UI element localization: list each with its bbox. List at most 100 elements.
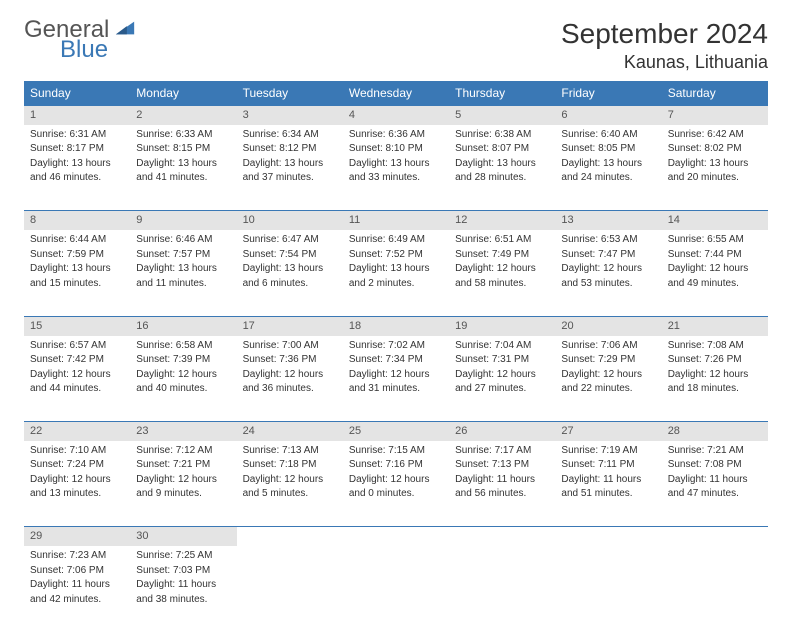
title-block: September 2024 Kaunas, Lithuania xyxy=(561,18,768,73)
day-info-line: and 44 minutes. xyxy=(30,382,124,396)
day-info-line: Sunset: 8:05 PM xyxy=(561,142,655,156)
location: Kaunas, Lithuania xyxy=(561,52,768,73)
header: General Blue September 2024 Kaunas, Lith… xyxy=(24,18,768,73)
day-info-line: Sunrise: 6:36 AM xyxy=(349,128,443,142)
day-info-line: and 18 minutes. xyxy=(668,382,762,396)
day-info-line: Sunrise: 6:42 AM xyxy=(668,128,762,142)
day-number-cell: 28 xyxy=(662,422,768,441)
day-body-cell: Sunrise: 7:06 AMSunset: 7:29 PMDaylight:… xyxy=(555,336,661,422)
day-number-cell: 20 xyxy=(555,316,661,335)
day-info-line: Sunrise: 7:06 AM xyxy=(561,339,655,353)
day-body-cell: Sunrise: 7:12 AMSunset: 7:21 PMDaylight:… xyxy=(130,441,236,527)
day-info-line: Daylight: 11 hours xyxy=(668,473,762,487)
day-info-line: Daylight: 13 hours xyxy=(561,157,655,171)
week-body-row: Sunrise: 6:44 AMSunset: 7:59 PMDaylight:… xyxy=(24,230,768,316)
day-info-line: Daylight: 12 hours xyxy=(561,368,655,382)
day-info-line: Sunset: 7:13 PM xyxy=(455,458,549,472)
day-info-line: Sunrise: 6:38 AM xyxy=(455,128,549,142)
day-body-cell: Sunrise: 6:36 AMSunset: 8:10 PMDaylight:… xyxy=(343,125,449,211)
day-info-line: Sunset: 7:54 PM xyxy=(243,248,337,262)
day-body-cell: Sunrise: 7:21 AMSunset: 7:08 PMDaylight:… xyxy=(662,441,768,527)
day-info-line: Sunrise: 7:15 AM xyxy=(349,444,443,458)
day-number-cell xyxy=(237,527,343,546)
day-info-line: Daylight: 11 hours xyxy=(561,473,655,487)
day-body-cell: Sunrise: 6:49 AMSunset: 7:52 PMDaylight:… xyxy=(343,230,449,316)
day-body-cell: Sunrise: 6:53 AMSunset: 7:47 PMDaylight:… xyxy=(555,230,661,316)
logo-text: General Blue xyxy=(24,18,136,62)
day-number-cell xyxy=(662,527,768,546)
week-daynum-row: 891011121314 xyxy=(24,211,768,230)
day-number-cell: 23 xyxy=(130,422,236,441)
day-info-line: Daylight: 13 hours xyxy=(243,262,337,276)
day-info-line: Daylight: 11 hours xyxy=(136,578,230,592)
day-info-line: Sunrise: 6:40 AM xyxy=(561,128,655,142)
day-info-line: and 5 minutes. xyxy=(243,487,337,501)
day-number-cell: 17 xyxy=(237,316,343,335)
week-daynum-row: 22232425262728 xyxy=(24,422,768,441)
day-info-line: Daylight: 12 hours xyxy=(349,473,443,487)
day-info-line: Sunset: 8:07 PM xyxy=(455,142,549,156)
day-header: Saturday xyxy=(662,81,768,106)
day-number-cell: 15 xyxy=(24,316,130,335)
week-daynum-row: 1234567 xyxy=(24,106,768,125)
day-header: Friday xyxy=(555,81,661,106)
day-info-line: Sunset: 7:06 PM xyxy=(30,564,124,578)
day-body-cell: Sunrise: 6:55 AMSunset: 7:44 PMDaylight:… xyxy=(662,230,768,316)
day-number-cell: 11 xyxy=(343,211,449,230)
day-info-line: Sunset: 7:29 PM xyxy=(561,353,655,367)
day-number-cell: 7 xyxy=(662,106,768,125)
day-info-line: Sunrise: 6:46 AM xyxy=(136,233,230,247)
day-info-line: Daylight: 12 hours xyxy=(349,368,443,382)
day-info-line: Sunset: 7:18 PM xyxy=(243,458,337,472)
day-info-line: and 38 minutes. xyxy=(136,593,230,607)
day-body-cell: Sunrise: 6:58 AMSunset: 7:39 PMDaylight:… xyxy=(130,336,236,422)
day-info-line: Daylight: 13 hours xyxy=(136,262,230,276)
logo: General Blue xyxy=(24,18,136,62)
day-info-line: and 24 minutes. xyxy=(561,171,655,185)
day-body-cell: Sunrise: 7:25 AMSunset: 7:03 PMDaylight:… xyxy=(130,546,236,632)
day-body-cell: Sunrise: 6:46 AMSunset: 7:57 PMDaylight:… xyxy=(130,230,236,316)
day-info-line: Sunset: 7:52 PM xyxy=(349,248,443,262)
day-body-cell: Sunrise: 6:51 AMSunset: 7:49 PMDaylight:… xyxy=(449,230,555,316)
day-number-cell xyxy=(343,527,449,546)
day-info-line: Daylight: 12 hours xyxy=(455,262,549,276)
day-info-line: and 49 minutes. xyxy=(668,277,762,291)
day-number-cell: 9 xyxy=(130,211,236,230)
day-info-line: and 15 minutes. xyxy=(30,277,124,291)
day-header: Monday xyxy=(130,81,236,106)
day-number-cell xyxy=(555,527,661,546)
day-info-line: Daylight: 13 hours xyxy=(668,157,762,171)
day-info-line: Sunrise: 6:51 AM xyxy=(455,233,549,247)
day-info-line: and 11 minutes. xyxy=(136,277,230,291)
day-info-line: Sunrise: 6:53 AM xyxy=(561,233,655,247)
day-number-cell: 26 xyxy=(449,422,555,441)
day-info-line: Sunset: 7:24 PM xyxy=(30,458,124,472)
day-number-cell xyxy=(449,527,555,546)
week-body-row: Sunrise: 6:31 AMSunset: 8:17 PMDaylight:… xyxy=(24,125,768,211)
day-body-cell: Sunrise: 7:13 AMSunset: 7:18 PMDaylight:… xyxy=(237,441,343,527)
week-body-row: Sunrise: 7:23 AMSunset: 7:06 PMDaylight:… xyxy=(24,546,768,632)
day-info-line: and 27 minutes. xyxy=(455,382,549,396)
day-info-line: Sunrise: 6:57 AM xyxy=(30,339,124,353)
day-info-line: and 42 minutes. xyxy=(30,593,124,607)
day-info-line: Sunset: 7:03 PM xyxy=(136,564,230,578)
day-info-line: Sunrise: 7:12 AM xyxy=(136,444,230,458)
day-info-line: and 46 minutes. xyxy=(30,171,124,185)
day-info-line: Sunset: 7:44 PM xyxy=(668,248,762,262)
day-info-line: Sunset: 7:11 PM xyxy=(561,458,655,472)
day-info-line: Daylight: 13 hours xyxy=(243,157,337,171)
week-daynum-row: 15161718192021 xyxy=(24,316,768,335)
day-info-line: Sunrise: 7:04 AM xyxy=(455,339,549,353)
day-body-cell xyxy=(662,546,768,632)
day-info-line: and 36 minutes. xyxy=(243,382,337,396)
day-info-line: Sunset: 7:36 PM xyxy=(243,353,337,367)
day-info-line: and 41 minutes. xyxy=(136,171,230,185)
day-info-line: Sunset: 8:12 PM xyxy=(243,142,337,156)
day-info-line: and 28 minutes. xyxy=(455,171,549,185)
day-number-cell: 13 xyxy=(555,211,661,230)
day-number-cell: 29 xyxy=(24,527,130,546)
day-number-cell: 3 xyxy=(237,106,343,125)
day-info-line: and 37 minutes. xyxy=(243,171,337,185)
day-info-line: Sunrise: 7:17 AM xyxy=(455,444,549,458)
day-body-cell: Sunrise: 7:23 AMSunset: 7:06 PMDaylight:… xyxy=(24,546,130,632)
